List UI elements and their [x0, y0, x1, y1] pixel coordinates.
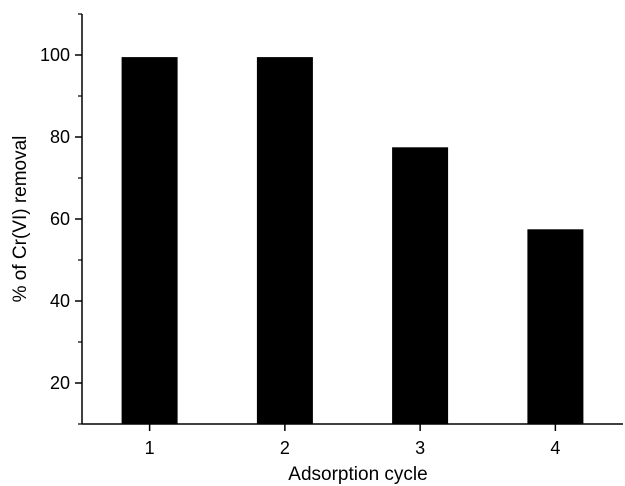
x-axis-ticks: 1 2 3 4 — [145, 424, 560, 458]
x-tick-label: 1 — [145, 438, 155, 458]
x-tick-label: 2 — [280, 438, 290, 458]
bar-cycle-2 — [256, 57, 313, 424]
bar-cycle-4 — [527, 229, 584, 425]
y-tick-label: 40 — [50, 291, 70, 311]
y-tick-label: 60 — [50, 209, 70, 229]
y-tick-label: 20 — [50, 373, 70, 393]
y-axis-title: % of Cr(VI) removal — [10, 136, 31, 303]
x-tick-label: 3 — [415, 438, 425, 458]
y-tick-label: 80 — [50, 127, 70, 147]
chart-bars — [121, 57, 584, 425]
y-tick-label: 100 — [40, 45, 70, 65]
bar-cycle-3 — [392, 147, 449, 425]
bar-cycle-1 — [121, 57, 178, 424]
y-axis-ticks: 20 40 60 80 100 — [40, 13, 82, 425]
x-tick-label: 4 — [550, 438, 560, 458]
x-axis-title: Adsorption cycle — [288, 464, 427, 485]
